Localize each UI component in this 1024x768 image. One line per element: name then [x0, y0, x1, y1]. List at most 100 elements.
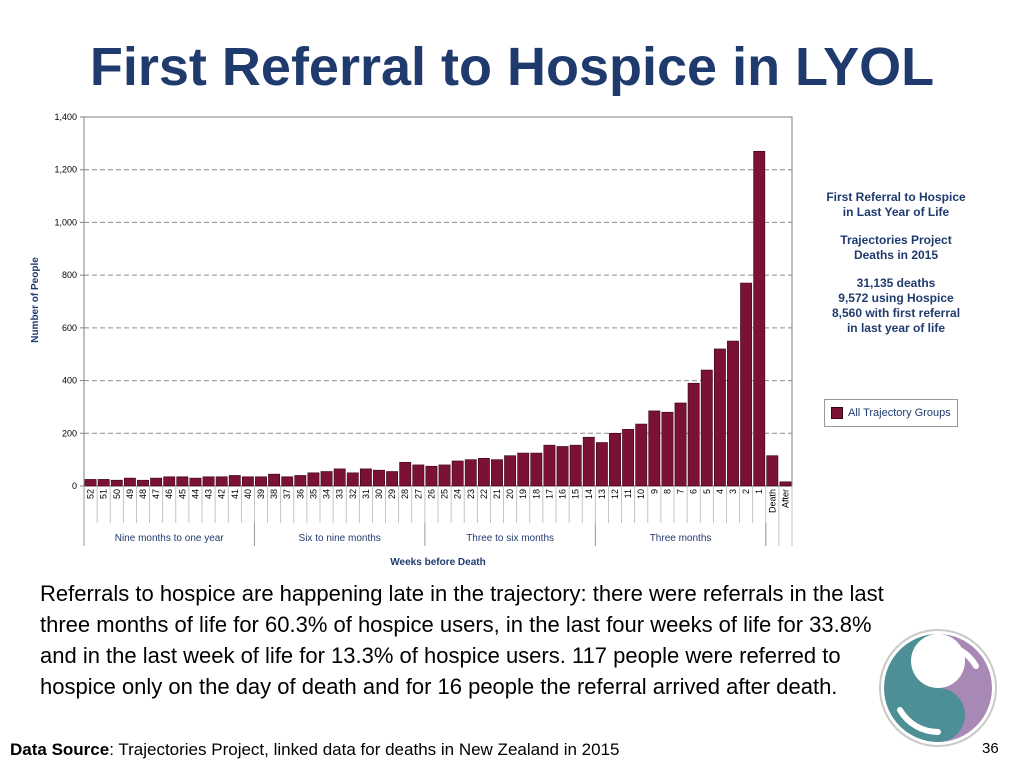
x-tick-label: 16 [558, 489, 568, 499]
x-tick-label: 36 [295, 489, 305, 499]
y-tick-label: 200 [62, 428, 77, 438]
data-source: Data Source: Trajectories Project, linke… [10, 740, 620, 760]
bar [779, 481, 792, 487]
bar [464, 459, 477, 487]
x-tick-label: 13 [597, 489, 607, 499]
bar [727, 340, 739, 487]
x-tick-label: 48 [138, 489, 148, 499]
bar [687, 382, 700, 487]
bar [333, 468, 346, 487]
x-tick-label: 4 [715, 489, 725, 494]
info-stat-hospice: 9,572 using Hospice [838, 291, 954, 305]
bar [110, 479, 123, 487]
body-text: Referrals to hospice are happening late … [40, 581, 884, 699]
x-tick-label: 26 [426, 489, 436, 499]
y-tick-label: 1,400 [54, 112, 77, 122]
x-tick-label: 35 [308, 489, 318, 499]
bar [399, 461, 412, 487]
x-group-label: Three months [650, 533, 712, 544]
bar [622, 429, 635, 487]
bar [648, 410, 661, 487]
x-tick-label: 24 [453, 489, 463, 499]
x-tick-label: 12 [610, 489, 620, 499]
bar [504, 455, 517, 487]
x-tick-label: 10 [636, 489, 646, 499]
bar [346, 472, 359, 487]
info-stat-deaths: 31,135 deaths [856, 276, 936, 290]
info-project-line1: Trajectories Project [840, 233, 952, 247]
x-tick-label: 37 [282, 489, 292, 499]
bar [373, 469, 385, 487]
slide-title: First Referral to Hospice in LYOL [89, 37, 935, 97]
x-tick-label: 45 [177, 489, 187, 499]
x-tick-label: 39 [256, 489, 266, 499]
x-tick-label: 46 [164, 489, 174, 499]
x-tick-label: Death [767, 489, 777, 513]
x-tick-label: 1 [754, 489, 764, 494]
bar [543, 444, 556, 487]
bar [635, 423, 648, 487]
x-tick-label: 38 [269, 489, 279, 499]
x-tick-label: 5 [702, 489, 712, 494]
x-tick-label: 28 [400, 489, 410, 499]
x-tick-label: 19 [518, 489, 528, 499]
x-tick-label: 41 [230, 489, 240, 499]
legend-entry: All Trajectory Groups [848, 407, 951, 419]
bar [320, 471, 333, 487]
x-tick-label: 3 [728, 489, 738, 494]
bar [189, 477, 202, 487]
x-tick-label: 47 [151, 489, 161, 499]
x-tick-label: 11 [623, 489, 633, 498]
bar [386, 471, 399, 487]
bar [700, 369, 713, 487]
bar [412, 464, 425, 487]
info-stat-referral: 8,560 with first referral [831, 306, 961, 320]
bar [517, 452, 530, 487]
bar [674, 402, 687, 487]
x-tick-label: 42 [217, 489, 227, 499]
x-tick-label: 43 [204, 489, 214, 499]
x-tick-label: 25 [440, 489, 450, 499]
x-tick-label: 8 [662, 489, 672, 494]
data-source-text: : Trajectories Project, linked data for … [109, 740, 620, 759]
x-tick-label: 51 [99, 489, 109, 499]
x-tick-label: 31 [361, 489, 371, 499]
page-number: 36 [982, 740, 999, 757]
bar [137, 479, 149, 487]
x-tick-label: 9 [649, 489, 659, 494]
y-tick-label: 600 [62, 323, 77, 333]
x-tick-label: 2 [741, 489, 751, 494]
x-tick-label: 49 [125, 489, 135, 499]
x-tick-label: 27 [413, 489, 423, 499]
chart-legend: All Trajectory Groups [824, 399, 958, 427]
bar [241, 476, 254, 487]
bar [255, 476, 267, 487]
x-tick-label: 18 [531, 489, 541, 499]
y-axis-label: Number of People [30, 257, 41, 343]
bar [163, 476, 176, 487]
x-tick-label: 22 [479, 489, 489, 499]
bar [202, 476, 215, 487]
x-tick-label: 21 [492, 489, 502, 499]
info-heading-line1: First Referral to Hospice [826, 190, 966, 204]
x-tick-label: 20 [505, 489, 515, 499]
x-tick-label: 34 [322, 489, 332, 499]
bar [491, 459, 503, 487]
bar [740, 282, 753, 487]
x-tick-label: 52 [86, 489, 96, 499]
x-tick-label: 14 [584, 489, 594, 499]
bar [595, 442, 608, 487]
bar [661, 411, 674, 487]
x-tick-label: 40 [243, 489, 253, 499]
x-tick-label: After [780, 489, 790, 508]
plot-area [83, 116, 793, 487]
x-tick-label: 7 [676, 489, 686, 494]
legend-swatch [831, 407, 843, 419]
y-tick-label: 1,000 [54, 217, 77, 227]
bar [753, 150, 766, 487]
x-tick-label: 17 [544, 489, 554, 499]
x-group-label: Nine months to one year [115, 533, 225, 544]
bar [569, 444, 582, 487]
bar [609, 432, 621, 487]
bar [281, 476, 294, 487]
